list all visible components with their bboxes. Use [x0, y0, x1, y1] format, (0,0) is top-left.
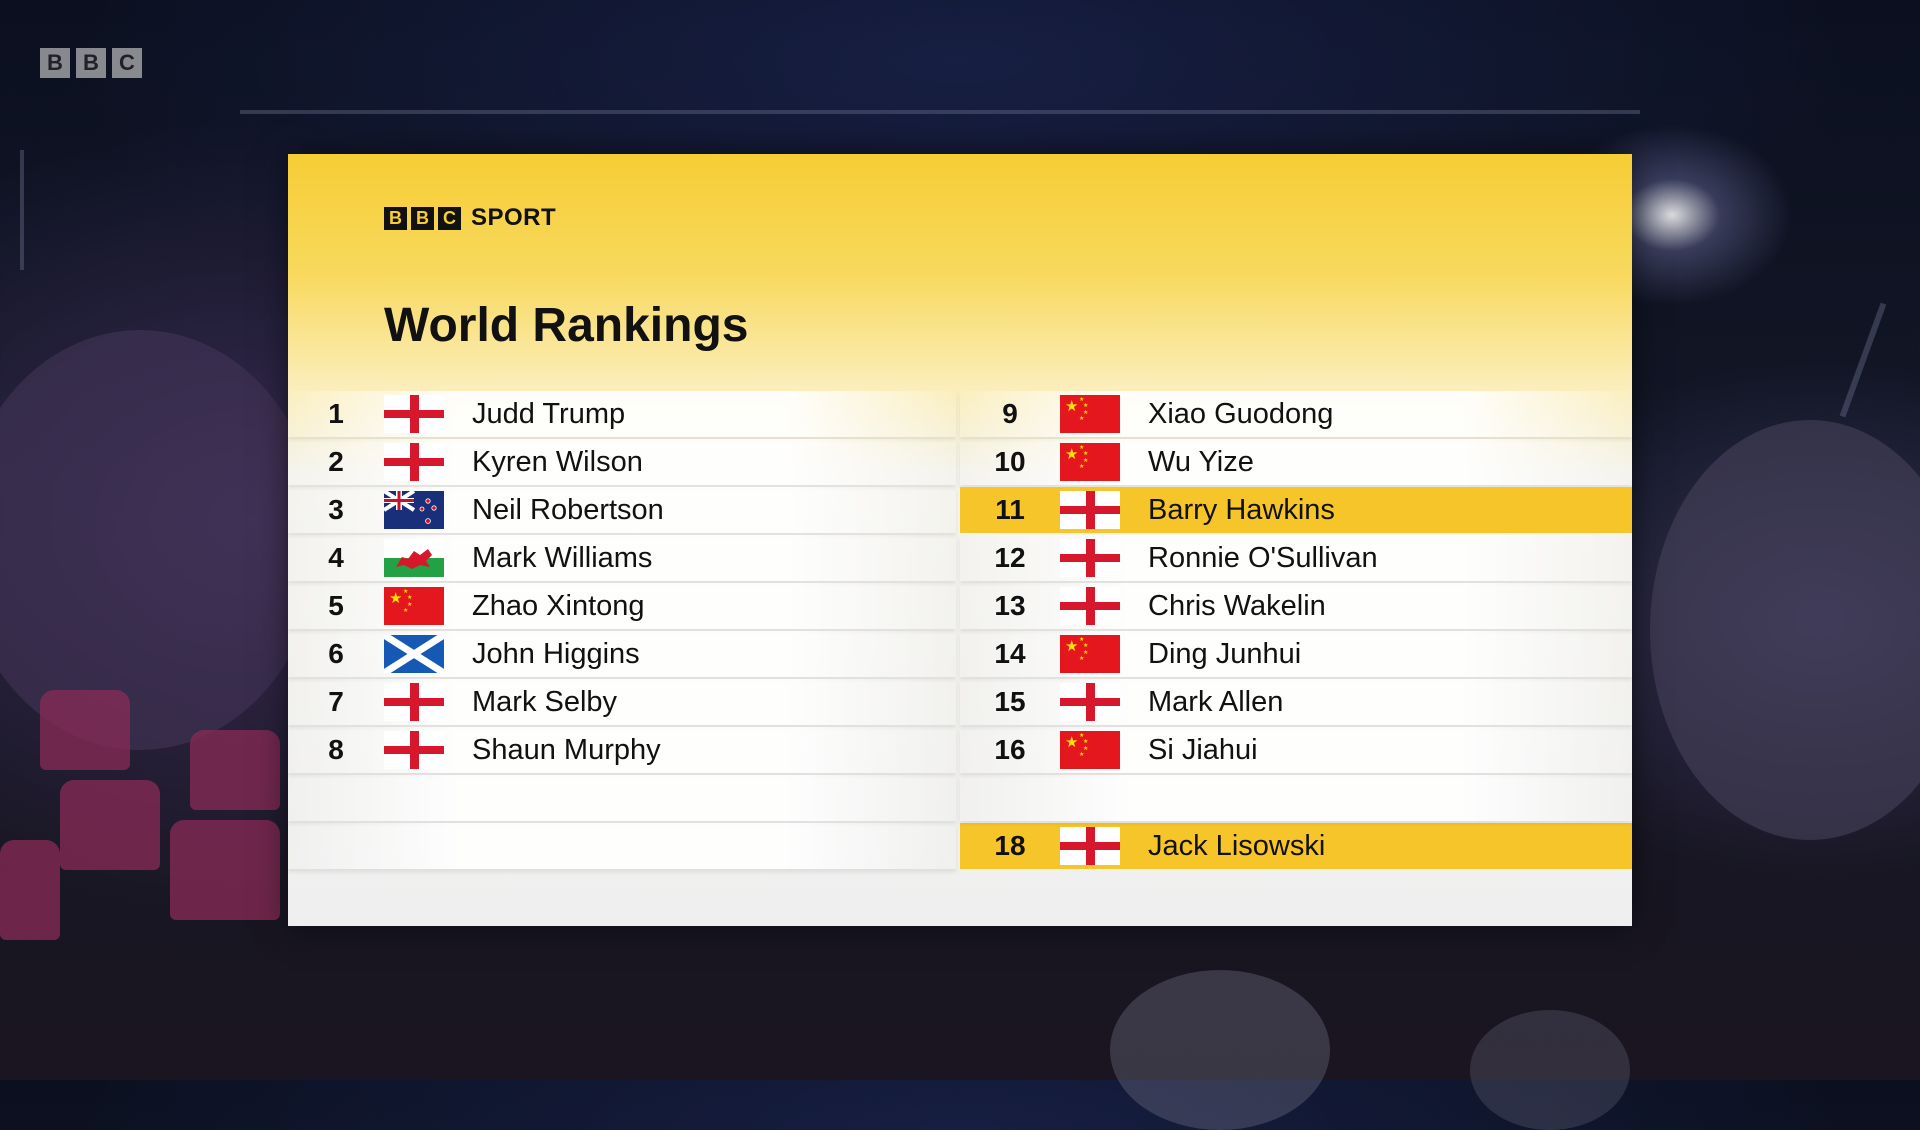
ranking-position: 15: [994, 686, 1026, 717]
ranking-row: 16 ★ ★ ★ ★ ★ Si Jiahui: [960, 727, 1632, 773]
ranking-row: 10 ★ ★ ★ ★ ★ Wu Yize: [960, 439, 1632, 485]
ranking-row: 3 Neil Robertson: [288, 487, 956, 533]
player-name: Chris Wakelin: [1148, 589, 1326, 622]
player-name: Zhao Xintong: [472, 589, 645, 622]
ranking-position: 1: [328, 398, 344, 429]
china-flag-icon: ★ ★ ★ ★ ★: [1060, 731, 1120, 769]
ranking-row: 14 ★ ★ ★ ★ ★ Ding Junhui: [960, 631, 1632, 677]
player-name: Judd Trump: [472, 397, 626, 430]
ranking-row: 2 Kyren Wilson: [288, 439, 956, 485]
ranking-position: 12: [994, 542, 1026, 573]
ranking-row: 9 ★ ★ ★ ★ ★ Xiao Guodong: [960, 391, 1632, 437]
player-name: Si Jiahui: [1148, 733, 1258, 766]
england-flag-icon: [1060, 491, 1120, 529]
ranking-row: 5 ★ ★ ★ ★ ★ Zhao Xintong: [288, 583, 956, 629]
player-name: Wu Yize: [1148, 445, 1254, 478]
england-flag-icon: [1060, 587, 1120, 625]
ranking-row: 6 John Higgins: [288, 631, 956, 677]
ranking-row: 12 Ronnie O'Sullivan: [960, 535, 1632, 581]
bbc-sport-logo: B B C SPORT: [384, 204, 556, 232]
new-zealand-flag-icon: [384, 491, 444, 529]
china-flag-icon: ★ ★ ★ ★ ★: [1060, 443, 1120, 481]
bbc-sport-logo-letter: B: [384, 206, 407, 230]
rankings-panel: B B C SPORT World Rankings 1 Judd Trump 2 K…: [288, 154, 1632, 926]
ranking-position: 13: [994, 590, 1026, 621]
player-name: Neil Robertson: [472, 493, 664, 526]
player-name: Shaun Murphy: [472, 733, 661, 766]
ranking-position: 6: [328, 638, 344, 669]
england-flag-icon: [1060, 683, 1120, 721]
player-name: Mark Selby: [472, 685, 618, 718]
ranking-position: 9: [1002, 398, 1018, 429]
ranking-position: 18: [994, 830, 1026, 861]
page-title: World Rankings: [384, 299, 749, 352]
england-flag-icon: [1060, 539, 1120, 577]
player-name: Xiao Guodong: [1148, 397, 1334, 430]
ranking-position: 3: [328, 494, 344, 525]
ranking-position: 10: [994, 446, 1026, 477]
player-name: Mark Allen: [1148, 685, 1284, 718]
england-flag-icon: [384, 395, 444, 433]
england-flag-icon: [384, 443, 444, 481]
ranking-row: 13 Chris Wakelin: [960, 583, 1632, 629]
player-name: Jack Lisowski: [1148, 829, 1326, 862]
bbc-logo-letter: B: [40, 48, 70, 78]
ranking-row: 11 Barry Hawkins: [960, 487, 1632, 533]
ranking-row: 18 Jack Lisowski: [960, 823, 1632, 869]
empty-row: [288, 823, 956, 869]
ranking-position: 8: [328, 734, 344, 765]
bbc-sport-logo-letter: C: [438, 206, 461, 230]
bbc-sport-logo-letter: B: [411, 206, 434, 230]
empty-row: [960, 775, 1632, 821]
ranking-position: 16: [994, 734, 1026, 765]
scotland-flag-icon: [384, 635, 444, 673]
player-name: Barry Hawkins: [1148, 493, 1335, 526]
england-flag-icon: [1060, 827, 1120, 865]
ranking-row: 15 Mark Allen: [960, 679, 1632, 725]
player-name: Kyren Wilson: [472, 445, 643, 478]
ranking-position: 2: [328, 446, 344, 477]
ranking-position: 7: [328, 686, 344, 717]
player-name: Mark Williams: [472, 541, 653, 574]
england-flag-icon: [384, 731, 444, 769]
ranking-row: 4 Mark Williams: [288, 535, 956, 581]
ranking-row: 1 Judd Trump: [288, 391, 956, 437]
bbc-logo-letter: B: [76, 48, 106, 78]
player-name: John Higgins: [472, 637, 640, 670]
empty-row: [288, 775, 956, 821]
player-name: Ronnie O'Sullivan: [1148, 541, 1378, 574]
ranking-row: 8 Shaun Murphy: [288, 727, 956, 773]
ranking-position: 14: [994, 638, 1026, 669]
player-name: Ding Junhui: [1148, 637, 1302, 670]
ranking-row: 7 Mark Selby: [288, 679, 956, 725]
ranking-position: 11: [995, 494, 1025, 525]
wales-flag-icon: [384, 539, 444, 577]
bbc-sport-logo-word: SPORT: [471, 204, 557, 231]
china-flag-icon: ★ ★ ★ ★ ★: [384, 587, 444, 625]
bbc-watermark-logo: B B C: [40, 48, 142, 78]
china-flag-icon: ★ ★ ★ ★ ★: [1060, 635, 1120, 673]
china-flag-icon: ★ ★ ★ ★ ★: [1060, 395, 1120, 433]
england-flag-icon: [384, 683, 444, 721]
bbc-logo-letter: C: [112, 48, 142, 78]
ranking-position: 5: [328, 590, 344, 621]
ranking-position: 4: [328, 542, 344, 573]
